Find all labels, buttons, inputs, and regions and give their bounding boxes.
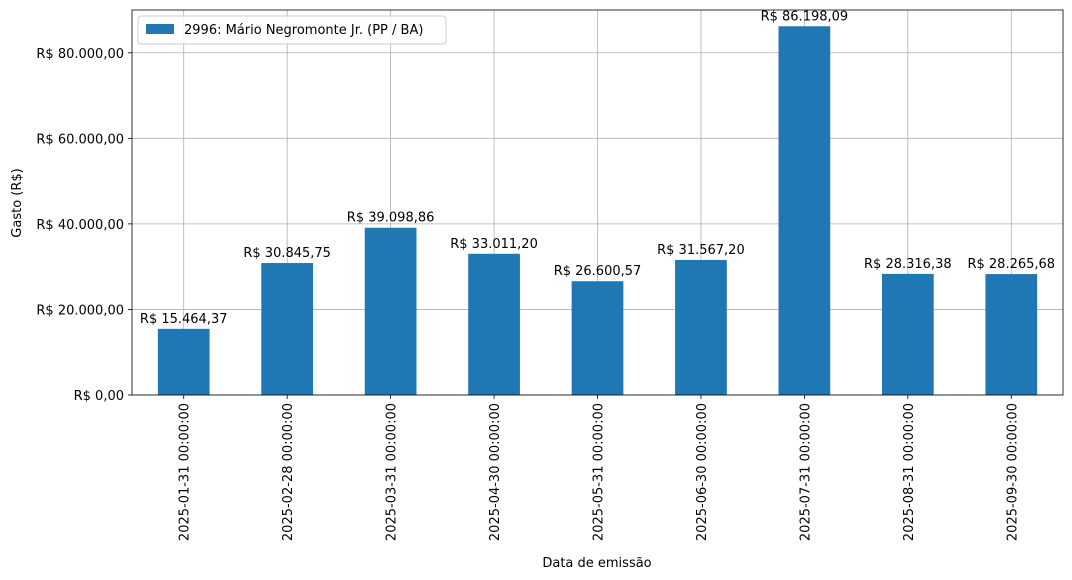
ticks-layer: R$ 0,00 R$ 20.000,00 R$ 40.000,00 R$ 60.000… (36, 47, 1020, 541)
x-tick-label: 2025-01-31 00:00:00 (178, 403, 193, 541)
data-labels-layer: R$ 15.464,37 R$ 30.845,75 R$ 39.098,86 R$ 3… (140, 9, 1055, 327)
x-tick-label: 2025-07-31 00:00:00 (798, 403, 813, 541)
legend-swatch (146, 24, 174, 34)
legend-label: 2996: Mário Negromonte Jr. (PP / BA) (184, 23, 423, 38)
bar (985, 274, 1038, 395)
y-tick-label: R$ 40.000,00 (36, 218, 124, 233)
bar-value-label: R$ 15.464,37 (140, 312, 228, 327)
x-tick-label: 2025-04-30 00:00:00 (488, 403, 503, 541)
y-tick-label: R$ 60.000,00 (36, 132, 124, 147)
x-tick-label: 2025-09-30 00:00:00 (1005, 403, 1020, 541)
bar-value-label: R$ 39.098,86 (347, 211, 435, 226)
legend: 2996: Mário Negromonte Jr. (PP / BA) (137, 15, 447, 45)
bar-value-label: R$ 28.265,68 (967, 257, 1055, 272)
x-axis-title: Data de emissão (542, 556, 651, 571)
y-tick-label: R$ 80.000,00 (36, 47, 124, 62)
bar (364, 227, 417, 395)
bar-value-label: R$ 26.600,57 (554, 264, 642, 279)
bar (157, 328, 210, 395)
bar (881, 273, 934, 395)
x-tick-label: 2025-05-31 00:00:00 (592, 403, 607, 541)
x-tick-label: 2025-02-28 00:00:00 (281, 403, 296, 541)
bar (468, 253, 520, 395)
y-axis-title: Gasto (R$) (10, 168, 25, 237)
bar (571, 281, 624, 395)
y-tick-label: R$ 20.000,00 (36, 303, 124, 318)
legend-box (137, 15, 447, 45)
bar-value-label: R$ 30.845,75 (243, 246, 331, 261)
y-tick-label: R$ 0,00 (74, 389, 124, 404)
bar-value-label: R$ 86.198,09 (761, 9, 849, 24)
bar (778, 26, 831, 395)
bar-value-label: R$ 28.316,38 (864, 257, 952, 272)
bar-value-label: R$ 31.567,20 (657, 243, 745, 258)
x-tick-label: 2025-06-30 00:00:00 (695, 403, 710, 541)
bars-layer (157, 26, 1038, 395)
bar-value-label: R$ 33.011,20 (450, 237, 538, 252)
bar (261, 263, 314, 395)
x-tick-label: 2025-03-31 00:00:00 (385, 403, 400, 541)
bar (675, 259, 727, 395)
x-tick-label: 2025-08-31 00:00:00 (902, 403, 917, 541)
